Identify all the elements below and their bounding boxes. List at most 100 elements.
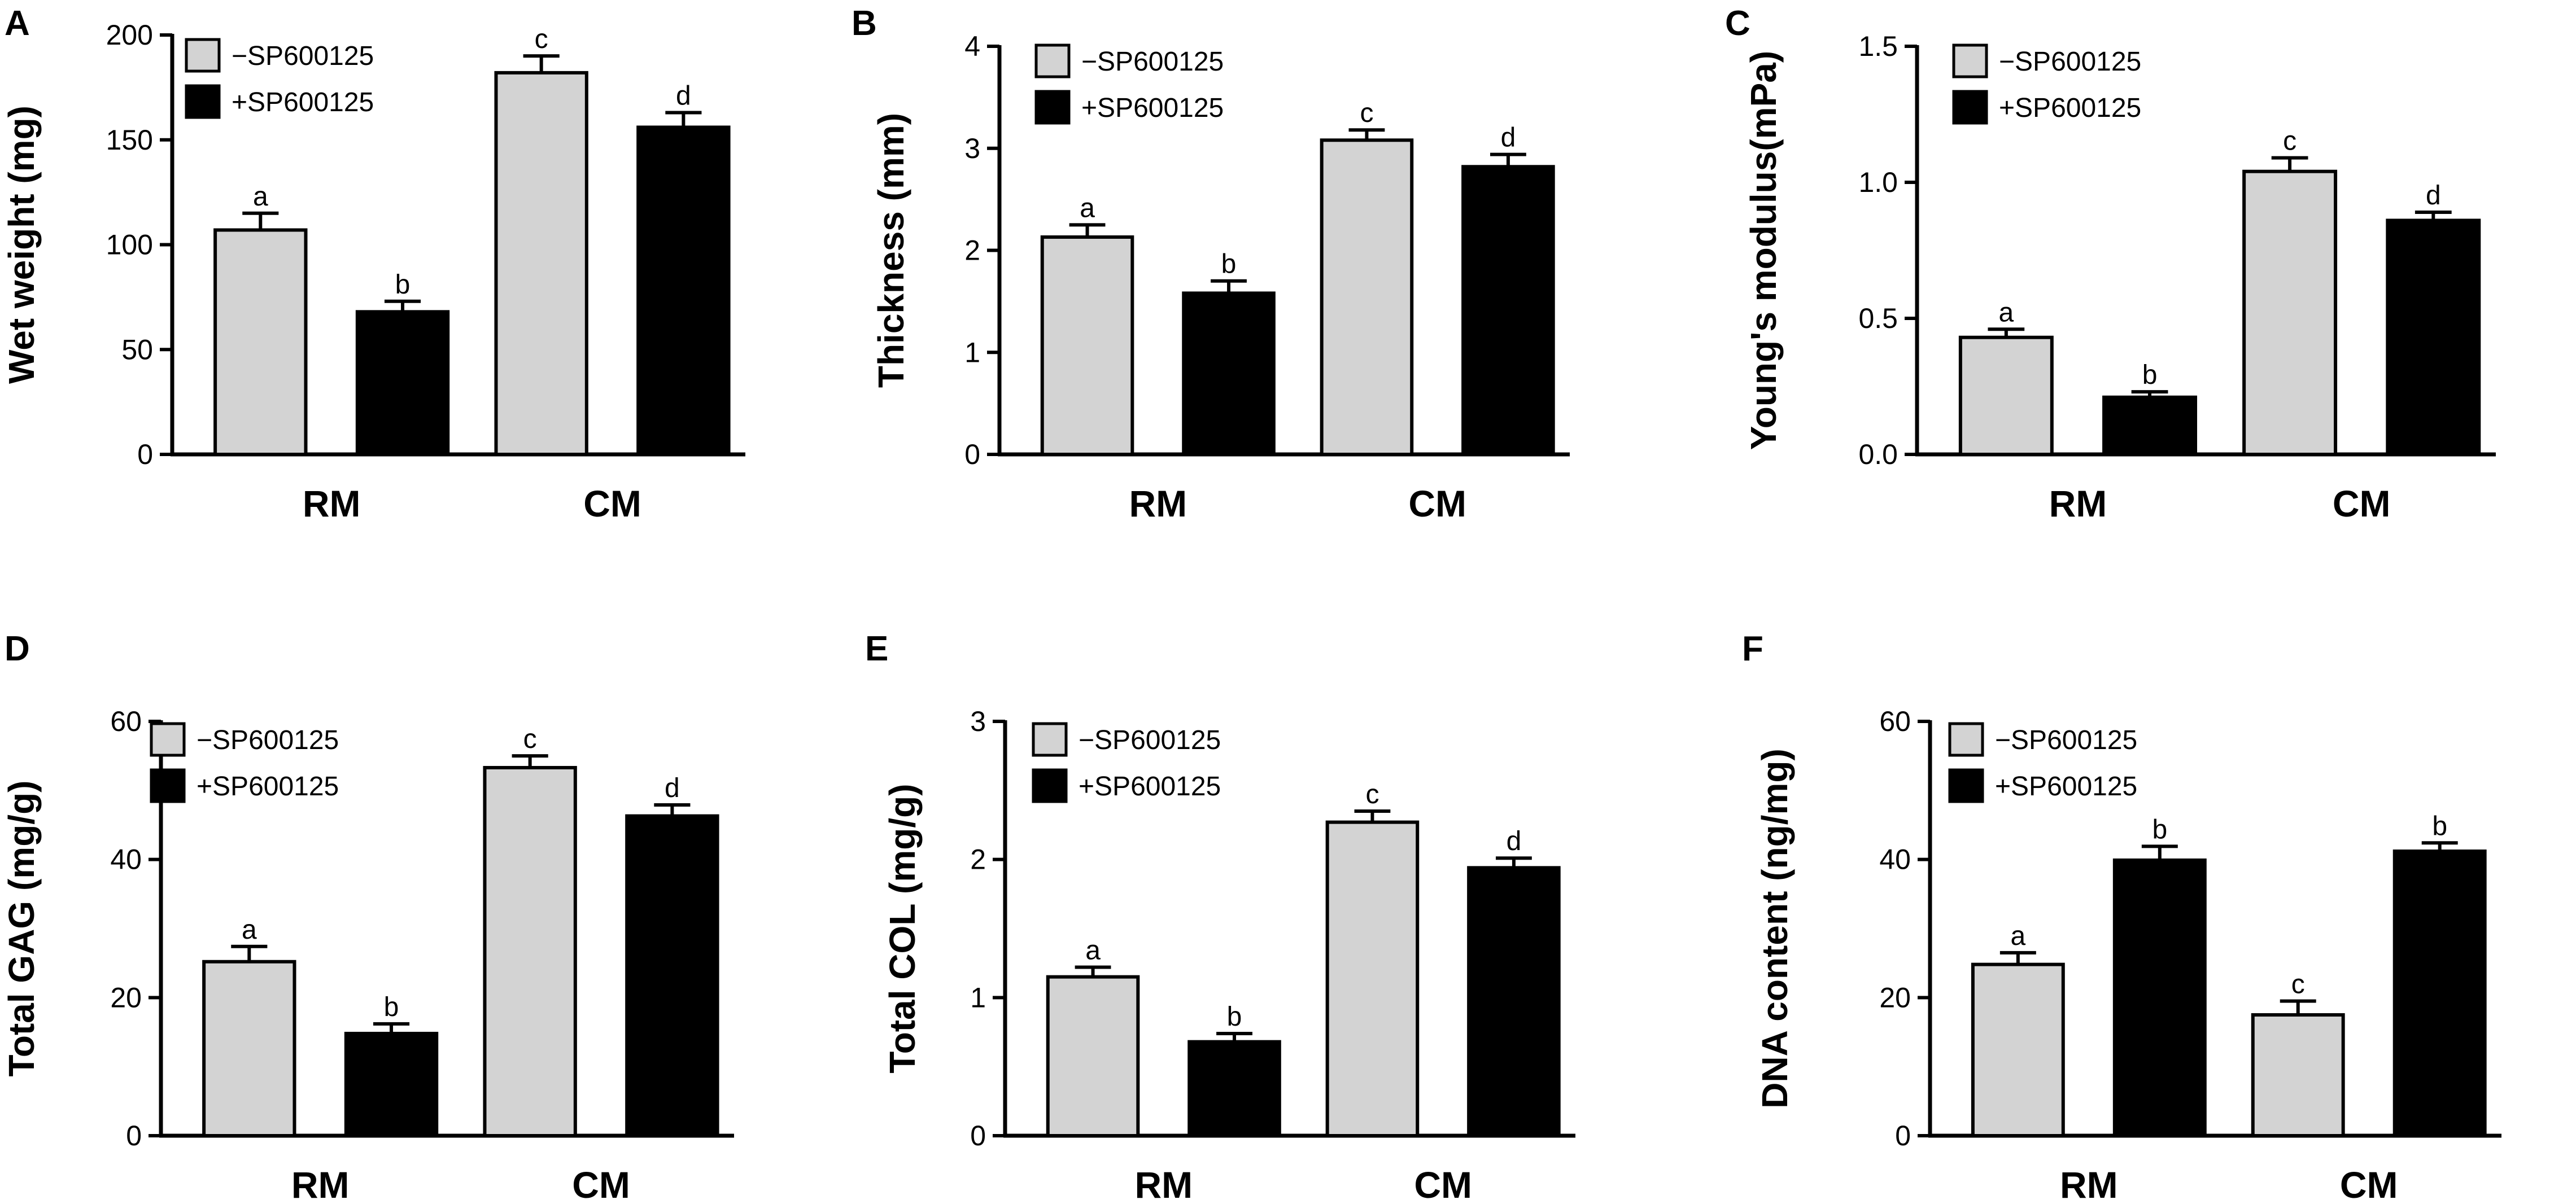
panel-f-bar-cm-minus — [2251, 1013, 2345, 1137]
panel-e-ytick-label: 2 — [970, 844, 986, 875]
panel-b-letter: B — [852, 4, 877, 43]
panel-d-legend-swatch-minus — [150, 722, 186, 757]
panel-c-ylabel: Young's modulus(mPa) — [1743, 51, 1784, 450]
panel-f-legend-label-minus: −SP600125 — [1995, 725, 2137, 755]
panel-d-bar-cm-plus — [625, 814, 719, 1137]
panel-b-sig-label: d — [1501, 123, 1516, 153]
panel-a-ytick-label: 150 — [106, 124, 153, 156]
panel-f-xtick-label-rm: RM — [2060, 1164, 2118, 1204]
panel-a-legend-swatch-plus — [185, 84, 221, 119]
panel-a-bar-rm-minus — [213, 228, 308, 456]
panel-f-letter: F — [1742, 629, 1763, 668]
panel-a-sig-label: a — [253, 182, 268, 212]
panel-f-ytick-label: 20 — [1879, 982, 1911, 1013]
panel-e-sig-label: a — [1085, 936, 1101, 966]
panel-c-xtick-label-rm: RM — [2049, 483, 2107, 524]
panel-d-sig-label: c — [523, 724, 537, 754]
panel-c-ytick-label: 1.5 — [1858, 30, 1898, 62]
panel-e-legend-swatch-plus — [1032, 768, 1068, 803]
panel-f-legend-swatch-minus — [1948, 722, 1984, 757]
panel-c-xtick-label-cm: CM — [2333, 483, 2391, 524]
panel-e-xtick-label-cm: CM — [1414, 1164, 1472, 1204]
panel-a-ytick-label: 0 — [137, 439, 153, 470]
panel-f-ytick-label: 60 — [1879, 706, 1911, 737]
panel-c-legend-swatch-plus — [1952, 90, 1988, 125]
panel-c-sig-label: c — [2283, 126, 2296, 156]
panel-b-ytick-label: 1 — [964, 336, 980, 368]
panel-b-ytick-label: 0 — [964, 439, 980, 470]
panel-b-ytick-label: 4 — [964, 30, 980, 62]
panel-a-letter: A — [5, 4, 30, 43]
panel-c-sig-label: b — [2142, 360, 2158, 390]
panel-c-legend-label-plus: +SP600125 — [1999, 93, 2141, 123]
panel-c-ytick-label: 0.0 — [1858, 439, 1898, 470]
panel-b-legend-label-plus: +SP600125 — [1081, 93, 1224, 123]
panel-e-bar-rm-minus — [1046, 975, 1140, 1137]
panel-b-bar-rm-plus — [1182, 291, 1276, 456]
panel-d-legend-label-plus: +SP600125 — [197, 772, 339, 802]
panel-f-xtick-label-cm: CM — [2340, 1164, 2398, 1204]
panel-e-xtick-label-rm: RM — [1134, 1164, 1193, 1204]
panel-d-sig-label: b — [384, 992, 399, 1022]
panel-e-legend-label-plus: +SP600125 — [1079, 772, 1221, 802]
panel-f-sig-label: b — [2152, 815, 2167, 844]
panel-a-ytick-label: 50 — [121, 334, 153, 365]
panel-c-letter: C — [1725, 4, 1750, 43]
panel-c-sig-label: a — [1998, 297, 2014, 327]
panel-a-xtick-label-rm: RM — [303, 483, 361, 524]
panel-a-ylabel: Wet weight (mg) — [1, 106, 42, 384]
panel-e-sig-label: d — [1507, 826, 1522, 856]
panel-e-letter: E — [865, 629, 888, 668]
panel-f-bar-rm-plus — [2112, 858, 2207, 1137]
panel-c-sig-label: d — [2426, 181, 2441, 211]
panel-c-ytick-label: 0.5 — [1858, 303, 1898, 334]
panel-d-bar-cm-minus — [483, 765, 577, 1138]
panel-e-sig-label: b — [1227, 1002, 1242, 1032]
panel-e-ylabel: Total COL (mg/g) — [882, 783, 923, 1073]
panel-d-bar-rm-plus — [344, 1031, 439, 1137]
panel-f-sig-label: c — [2291, 969, 2305, 999]
panel-a-xtick-label-cm: CM — [583, 483, 641, 524]
panel-a-bar-rm-plus — [355, 310, 450, 456]
panel-b-bar-cm-plus — [1461, 165, 1555, 456]
panel-c-legend-label-minus: −SP600125 — [1999, 47, 2141, 77]
panel-b-legend-swatch-minus — [1034, 43, 1071, 78]
panel-d-bar-rm-minus — [202, 960, 296, 1137]
panel-a-ytick-label: 200 — [106, 19, 153, 51]
panel-e-sig-label: c — [1365, 780, 1379, 809]
panel-a-legend-swatch-minus — [185, 38, 221, 73]
panel-f-sig-label: b — [2432, 811, 2447, 841]
panel-d-sig-label: d — [665, 773, 680, 803]
panel-e-bar-rm-plus — [1187, 1040, 1281, 1138]
panel-d-ytick-label: 0 — [126, 1120, 142, 1152]
panel-a-legend-label-plus: +SP600125 — [232, 87, 374, 117]
panel-a-legend-label-minus: −SP600125 — [232, 41, 374, 71]
panel-c-bar-cm-plus — [2386, 218, 2481, 456]
panel-c-ytick-label: 1.0 — [1858, 167, 1898, 198]
panel-d-sig-label: a — [242, 915, 257, 945]
panel-e-legend-label-minus: −SP600125 — [1079, 725, 1221, 755]
panel-b-legend-swatch-plus — [1034, 90, 1071, 125]
panel-c-bar-rm-minus — [1958, 335, 2054, 456]
panel-a-bar-cm-plus — [636, 125, 731, 456]
panel-d-ytick-label: 60 — [110, 706, 142, 737]
panel-a-ytick-label: 100 — [106, 229, 153, 261]
panel-b-sig-label: c — [1360, 98, 1373, 128]
panel-b-ytick-label: 2 — [964, 235, 980, 266]
panel-e-ytick-label: 0 — [970, 1120, 986, 1152]
panel-d-xtick-label-rm: RM — [291, 1164, 350, 1204]
panel-f-sig-label: a — [2010, 921, 2025, 951]
panel-e-ytick-label: 1 — [970, 982, 986, 1013]
panel-e-bar-cm-plus — [1467, 866, 1561, 1137]
panel-a-sig-label: d — [676, 81, 691, 111]
panel-f-ytick-label: 40 — [1879, 844, 1911, 875]
panel-b-sig-label: b — [1221, 249, 1237, 279]
panel-b-sig-label: a — [1080, 193, 1095, 223]
panel-b-bar-cm-minus — [1320, 138, 1414, 457]
panel-e-ytick-label: 3 — [970, 706, 986, 737]
panel-f-bar-rm-minus — [1971, 962, 2065, 1137]
panel-f-ylabel: DNA content (ng/mg) — [1754, 748, 1795, 1109]
panel-f-ytick-label: 0 — [1895, 1120, 1911, 1152]
panel-a-bar-cm-minus — [494, 71, 588, 456]
